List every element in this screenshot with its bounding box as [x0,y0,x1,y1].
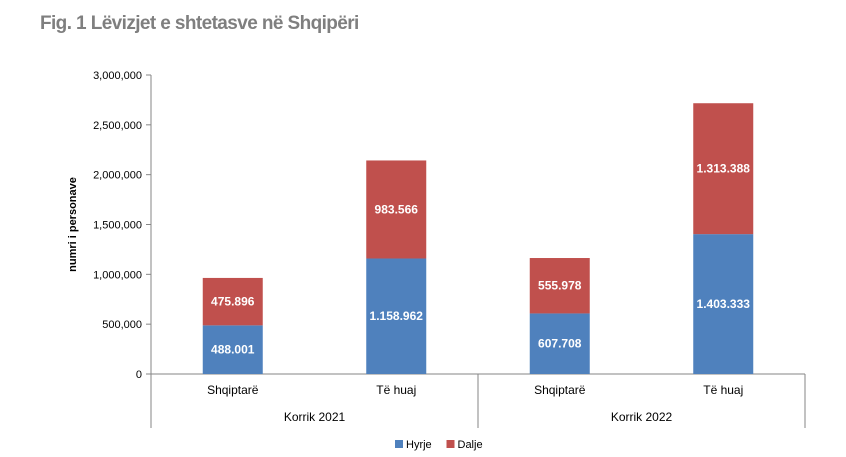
bar-hyrje-0 [202,325,263,374]
y-tick-label: 0 [136,369,142,381]
data-label-dalje: 983.566 [375,202,419,216]
y-tick-label: 2,000,000 [93,170,142,182]
data-label-hyrje: 1.158.962 [370,309,424,323]
bar-dalje-2 [529,258,590,314]
chart-legend: Hyrje Dalje [395,439,483,451]
y-axis-title: numri i personave [67,177,79,272]
data-label-dalje: 555.978 [538,279,582,293]
legend-label-dalje: Dalje [458,439,483,451]
data-label-dalje: 475.896 [211,295,255,309]
y-tick-label: 1,000,000 [93,269,142,281]
figure-title: Fig. 1 Lëvizjet e shtetasve në Shqipëri [40,13,359,34]
x-category-label: Shqiptarë [534,383,586,397]
y-tick-label: 3,000,000 [93,70,142,82]
x-category-label: Të huaj [376,383,416,397]
x-category-label: Shqiptarë [207,383,259,397]
bar-dalje-0 [202,277,263,326]
y-tick-label: 1,500,000 [93,220,142,232]
bar-hyrje-1 [366,258,427,374]
bar-hyrje-2 [529,313,590,374]
chart-labels: 488.001 1.158.962 607.708 1.403.333 475.896 9… [211,162,750,357]
data-label-dalje: 1.313.388 [697,162,751,176]
x-category-label: Të huaj [703,383,743,397]
data-label-hyrje: 607.708 [538,337,582,351]
y-tick-label: 500,000 [102,319,142,331]
bar-dalje-1 [366,160,427,259]
legend-swatch-dalje [446,440,455,448]
y-tick-label: 2,500,000 [93,120,142,132]
bar-dalje-3 [693,103,754,235]
bar-hyrje-3 [693,234,754,374]
data-label-hyrje: 1.403.333 [697,297,751,311]
x-group-label: Korrik 2022 [611,410,673,424]
data-label-hyrje: 488.001 [211,343,255,357]
x-group-label: Korrik 2021 [284,410,346,424]
chart-bars [202,103,754,374]
legend-swatch-hyrje [395,440,403,448]
legend-label-hyrje: Hyrje [406,439,432,451]
